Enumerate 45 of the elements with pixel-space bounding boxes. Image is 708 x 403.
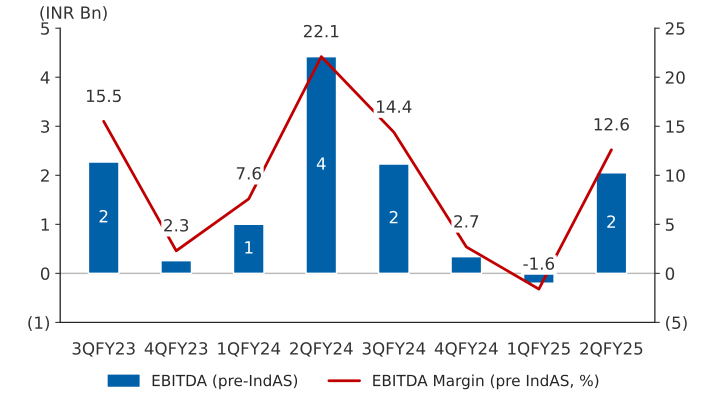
data-label: 12.6 [594, 118, 629, 131]
x-tick-label: 2QFY25 [580, 342, 642, 357]
x-tick-label: 2QFY24 [290, 342, 353, 357]
y2-tick-label: 5 [666, 218, 674, 231]
data-label: 4 [316, 157, 326, 170]
x-tick-label: 1QFY25 [508, 342, 570, 357]
data-label: 15.5 [86, 90, 121, 102]
y-tick-label: (1) [28, 316, 50, 331]
data-label: 22.1 [304, 24, 338, 38]
y-tick-label: 3 [41, 120, 50, 133]
y-tick-label: 1 [42, 218, 49, 231]
bar [450, 256, 482, 274]
bar [595, 172, 628, 274]
y2-tick-label: 10 [666, 169, 685, 182]
bar [160, 260, 192, 274]
y2-tick-label: 25 [666, 22, 684, 35]
data-label: 14.4 [377, 100, 412, 113]
data-label: 2 [100, 210, 108, 222]
data-label: 2 [390, 210, 398, 224]
data-label: 1 [245, 241, 253, 254]
bar [232, 224, 265, 274]
y2-tick-label: (5) [666, 316, 687, 331]
legend-label: EBITDA Margin (pre IndAS, %) [373, 374, 598, 390]
bar [305, 56, 338, 274]
x-tick-label: 3QFY24 [362, 342, 426, 357]
y-tick-label: 4 [40, 71, 50, 84]
data-label: 2.3 [164, 219, 188, 232]
y-tick-label: 2 [41, 169, 49, 182]
legend-label: EBITDA (pre-IndAS) [152, 374, 298, 390]
x-tick-label: 1QFY24 [218, 342, 280, 357]
text: (INR Bn) [40, 6, 107, 21]
y-tick-label: 0 [40, 267, 50, 280]
data-label: 2 [607, 215, 616, 228]
x-tick-label: 4QFY23 [144, 342, 208, 357]
data-label: 7.6 [236, 167, 261, 180]
bar [378, 163, 410, 274]
x-tick-label: 3QFY23 [72, 342, 135, 357]
y2-tick-label: 0 [666, 267, 674, 280]
bar [88, 161, 120, 274]
y2-tick-label: 20 [666, 71, 685, 84]
data-label: -1.6 [523, 257, 554, 270]
y-tick-label: 5 [41, 22, 49, 35]
y2-tick-label: 15 [666, 120, 684, 133]
data-label: 2.7 [454, 215, 478, 228]
x-tick-label: 4QFY24 [434, 342, 498, 357]
